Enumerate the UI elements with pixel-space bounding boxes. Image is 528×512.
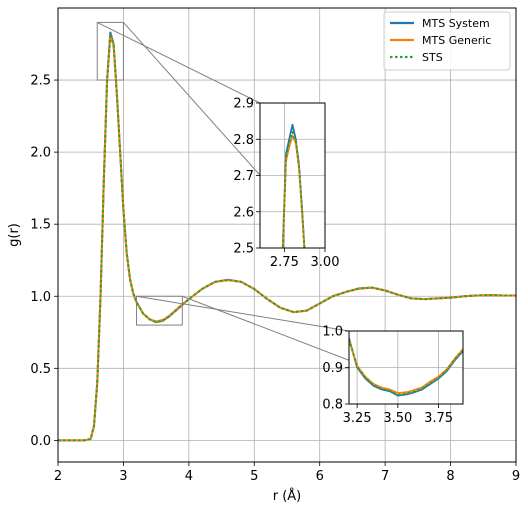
x-tick-label: 9 (512, 469, 520, 484)
series-line-sts (58, 32, 516, 442)
inset-y-tick-label: 2.5 (233, 242, 254, 257)
inset-x-tick-label: 3.00 (311, 255, 340, 270)
inset-series-line-sts (281, 131, 306, 248)
x-axis-label: r (Å) (273, 488, 302, 504)
inset-x-tick-label: 3.75 (424, 411, 453, 426)
inset-y-tick-label: 0.9 (322, 361, 343, 376)
x-axis-ticks: 2 3 4 5 6 7 8 9 (54, 462, 520, 484)
inset-peak-zoom: 2.75 3.00 2.5 2.6 2.7 2.8 2.9 (233, 97, 340, 271)
inset-x-tick-label: 3.25 (343, 411, 372, 426)
inset-x-tick-label: 3.50 (383, 411, 412, 426)
y-tick-label: 0.5 (30, 362, 51, 377)
inset-y-tick-label: 2.7 (233, 169, 254, 184)
legend-box (383, 11, 511, 71)
zoom-region-box (96, 21, 124, 81)
y-tick-label: 2.0 (30, 146, 51, 161)
y-tick-label: 1.0 (30, 290, 51, 305)
y-tick-label: 2.5 (30, 74, 51, 89)
inset-series-line-sts (349, 338, 463, 396)
inset-y-tick-label: 0.8 (322, 398, 343, 413)
x-tick-label: 2 (54, 469, 62, 484)
legend: MTS System MTS Generic STS (383, 11, 511, 71)
x-tick-label: 7 (381, 469, 389, 484)
inset-y-tick-label: 2.8 (233, 133, 254, 148)
x-tick-label: 3 (119, 469, 127, 484)
zoom-region-box (136, 295, 183, 326)
legend-label-mts-system: MTS System (422, 17, 490, 30)
x-tick-label: 4 (185, 469, 193, 484)
main-plot-frame (57, 7, 517, 463)
inset-series-lines (349, 338, 463, 397)
y-axis-ticks: 0.0 0.5 1.0 1.5 2.0 2.5 (30, 74, 58, 449)
legend-label-mts-generic: MTS Generic (422, 34, 491, 47)
y-tick-label: 0.0 (30, 434, 51, 449)
zoom-connector-line (97, 21, 261, 104)
inset-x-tick-label: 2.75 (270, 255, 299, 270)
zoom-connector-line (136, 295, 350, 332)
x-tick-label: 5 (250, 469, 258, 484)
inset-y-tick-label: 1.0 (322, 325, 343, 340)
inset-y-tick-label: 2.9 (233, 97, 254, 112)
y-tick-label: 1.5 (30, 218, 51, 233)
inset-series-lines (281, 123, 306, 248)
legend-label-sts: STS (422, 51, 443, 64)
inset-y-tick-label: 2.6 (233, 205, 254, 220)
x-tick-label: 8 (446, 469, 454, 484)
x-tick-label: 6 (316, 469, 324, 484)
y-axis-label: g(r) (7, 223, 22, 247)
inset-minimum-zoom: 3.25 3.50 3.75 0.8 0.9 1.0 (322, 325, 464, 426)
